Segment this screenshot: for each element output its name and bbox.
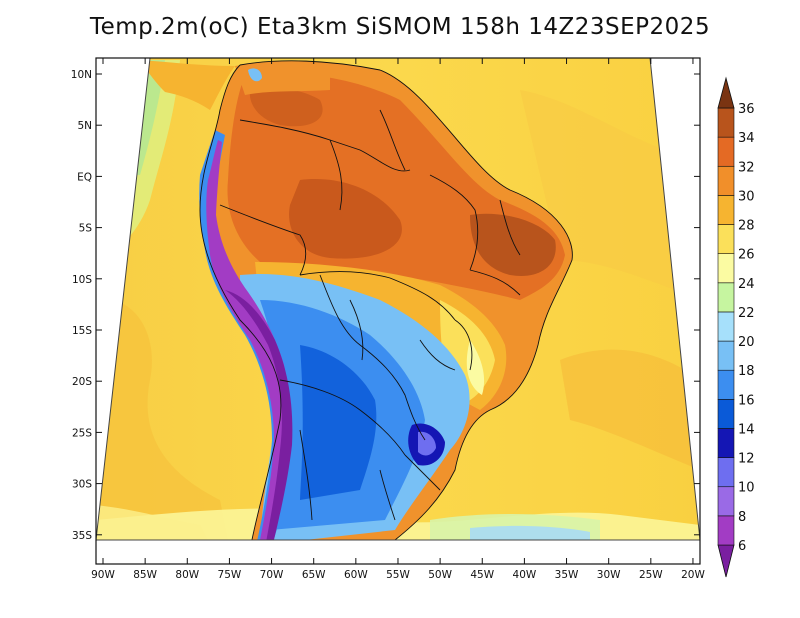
- lat-tick-label: EQ: [77, 171, 92, 183]
- lon-tick-label: 30W: [597, 569, 621, 581]
- colorbar-level-label: 36: [738, 102, 755, 117]
- colorbar-box: [717, 428, 735, 458]
- colorbar-level-label: 28: [738, 219, 755, 234]
- lon-tick-label: 40W: [513, 569, 537, 581]
- colorbar-level-label: 6: [738, 539, 746, 554]
- lat-tick-label: 10S: [72, 274, 92, 286]
- colorbar-over-triangle: [717, 76, 735, 109]
- colorbar-level-label: 12: [738, 452, 755, 467]
- colorbar-box: [717, 195, 735, 225]
- map-title: Temp.2m(oC) Eta3km SiSMOM 158h 14Z23SEP2…: [89, 14, 711, 40]
- colorbar-level-label: 24: [738, 277, 755, 292]
- south-america-landmass: [140, 60, 573, 540]
- colorbar-level-label: 26: [738, 248, 755, 263]
- lat-tick-label: 5S: [79, 223, 93, 235]
- colorbar-box: [717, 399, 735, 429]
- colorbar-box: [717, 107, 735, 138]
- lon-tick-label: 45W: [470, 569, 494, 581]
- country-borders: [199, 60, 573, 540]
- colorbar-level-label: 32: [738, 160, 755, 175]
- lon-tick-label: 65W: [302, 569, 326, 581]
- colorbar-box: [717, 136, 735, 167]
- lat-tick-label: 20S: [72, 376, 92, 388]
- colorbar-level-label: 8: [738, 510, 746, 525]
- lon-tick-label: 55W: [386, 569, 410, 581]
- lon-tick-label: 85W: [133, 569, 157, 581]
- lon-tick-label: 25W: [639, 569, 663, 581]
- longitude-axis: 90W 85W 80W 75W 70W 65W 60W 55W 50W 45W 40W 35W 30W 2…: [91, 58, 705, 581]
- lon-tick-label: 75W: [218, 569, 242, 581]
- colorbar-box: [717, 224, 735, 254]
- lon-tick-label: 60W: [344, 569, 368, 581]
- lat-tick-label: 35S: [72, 530, 92, 542]
- latitude-axis: 10N 5N EQ 5S 10S 15S 20S 25S 30S 35S: [71, 69, 700, 542]
- colorbar-level-label: 18: [738, 364, 755, 379]
- colorbar-level-label: 14: [738, 422, 755, 437]
- lat-tick-label: 25S: [72, 427, 92, 439]
- colorbar-level-label: 10: [738, 481, 755, 496]
- colorbar-box: [717, 369, 735, 400]
- lat-tick-label: 5N: [77, 120, 92, 132]
- lon-tick-label: 20W: [681, 569, 705, 581]
- colorbar-box: [717, 253, 735, 284]
- lon-tick-label: 35W: [555, 569, 579, 581]
- lon-tick-label: 90W: [91, 569, 115, 581]
- colorbar-box: [717, 340, 735, 371]
- colorbar-level-label: 34: [738, 131, 755, 146]
- lon-tick-label: 50W: [428, 569, 452, 581]
- lon-tick-label: 80W: [175, 569, 199, 581]
- lat-tick-label: 15S: [72, 325, 92, 337]
- colorbar-box: [717, 282, 735, 313]
- colorbar-box: [717, 165, 735, 196]
- lat-tick-label: 10N: [71, 69, 92, 81]
- colorbar-box: [717, 457, 735, 488]
- lat-tick-label: 30S: [72, 479, 92, 491]
- colorbar-box: [717, 486, 735, 517]
- colorbar-level-label: 30: [738, 189, 755, 204]
- colorbar-level-label: 22: [738, 306, 755, 321]
- colorbar-level-label: 20: [738, 335, 755, 350]
- colorbar-level-label: 16: [738, 393, 755, 408]
- colorbar-box: [717, 515, 735, 546]
- colorbar-box: [717, 311, 735, 342]
- colorbar-legend: 6 8 10 12 14 16 18 20 22 24 26 28 30 32 34 36: [717, 76, 755, 578]
- colorbar-under-triangle: [717, 544, 735, 578]
- lon-tick-label: 70W: [260, 569, 284, 581]
